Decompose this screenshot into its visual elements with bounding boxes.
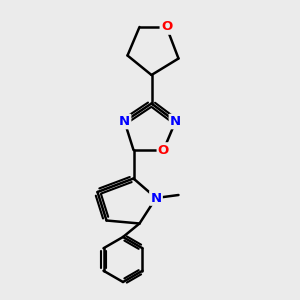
Text: N: N [119,115,130,128]
Text: N: N [170,115,181,128]
Text: O: O [158,143,169,157]
Text: N: N [150,191,162,205]
Text: O: O [161,20,172,34]
